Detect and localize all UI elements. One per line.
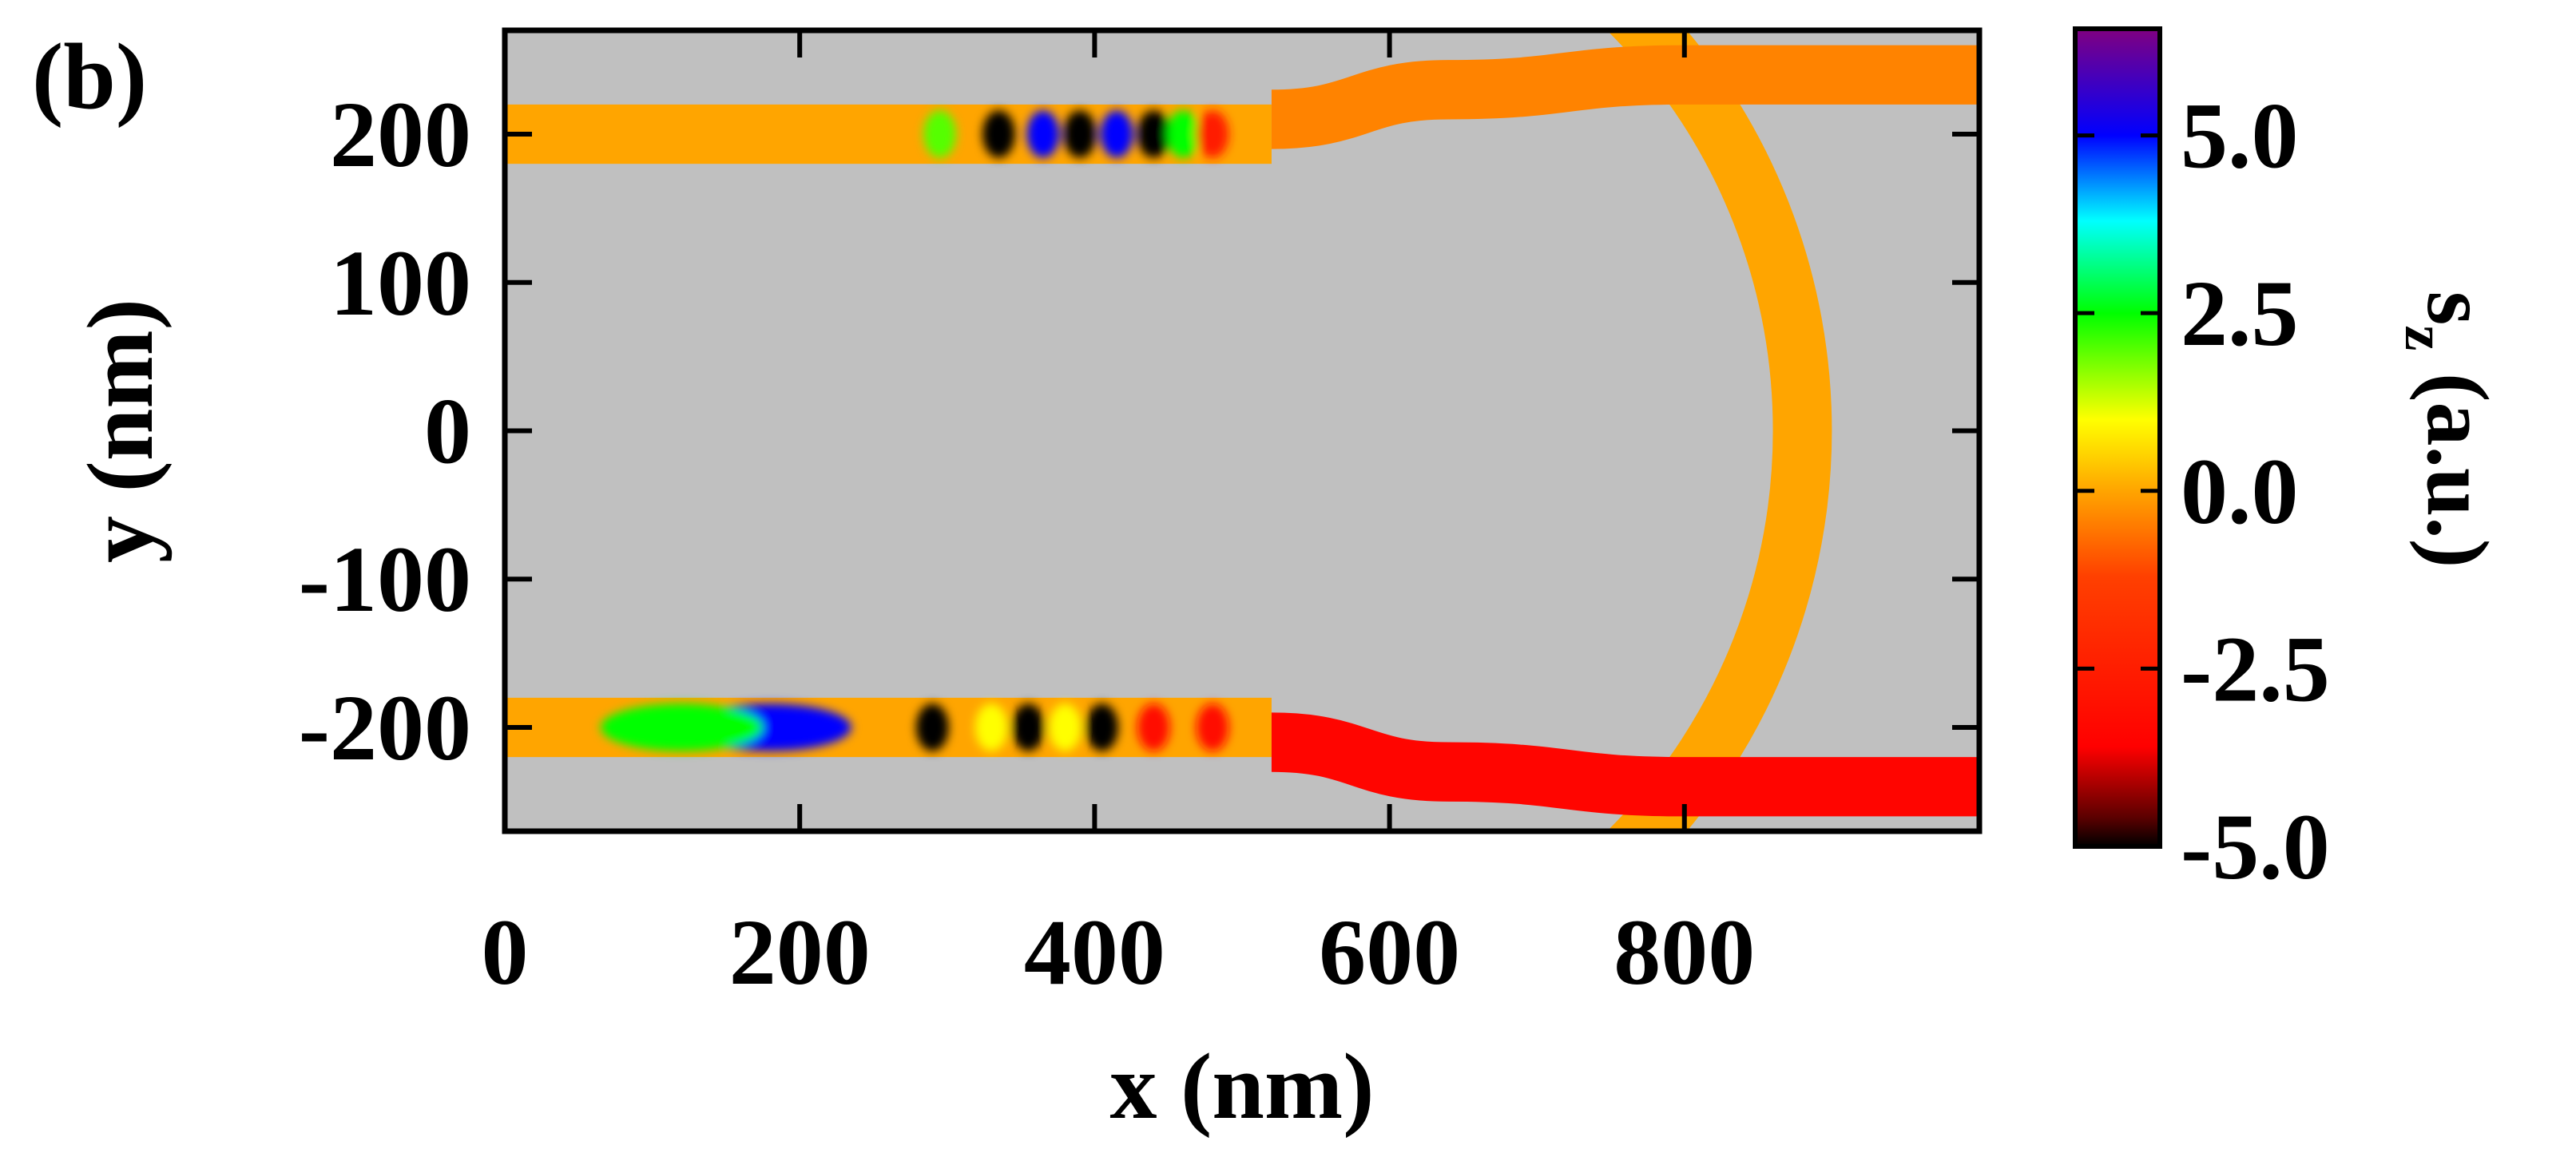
colorbar-tick-label: 5.0 [2181,84,2299,188]
colorbar-label-main: s [2409,291,2507,326]
heatmap-plot [505,30,1979,831]
field-hotspot [1137,703,1170,751]
x-tick-label: 0 [482,900,529,1004]
x-tick-label: 600 [1319,900,1460,1004]
colorbar-label-rest: (a.u.) [2409,351,2507,568]
field-hotspot [974,703,1008,751]
colorbar-label: sz (a.u.) [2393,291,2507,569]
y-axis-label: y (nm) [68,299,173,563]
panel-label: (b) [32,24,147,129]
field-hotspot [1026,110,1060,158]
x-tick-label: 800 [1613,900,1755,1004]
colorbar-gradient [2073,26,2162,849]
field-hotspot [923,110,956,158]
field-hotspot [1049,703,1082,751]
field-hotspot [1137,110,1170,158]
colorbar-tick-label: 2.5 [2181,261,2299,366]
colorbar-label-sub: z [2393,325,2457,351]
field-hotspot [1063,110,1097,158]
field-hotspot [1100,110,1133,158]
y-tick-label: 100 [330,231,471,335]
x-axis: 0 200 400 600 800 [482,30,1755,1004]
colorbar-tick-label: -2.5 [2181,616,2330,721]
field-hotspot [982,110,1015,158]
colorbar: 5.0 2.5 0.0 -2.5 -5.0 sz (a.u.) [2073,26,2507,899]
field-hotspot-layer [600,110,1229,751]
field-hotspot [1086,703,1118,751]
top-output-waveguide [1271,45,1979,149]
colorbar-tick-label: -5.0 [2181,794,2330,899]
x-tick-label: 400 [1024,900,1165,1004]
y-tick-label: -200 [299,676,471,780]
field-hotspot [916,703,949,751]
y-tick-label: 0 [424,379,471,484]
colorbar-tick-label: 0.0 [2181,439,2299,544]
field-hotspot [1012,703,1045,751]
colorbar-ticks: 5.0 2.5 0.0 -2.5 -5.0 [2075,84,2330,899]
field-hotspot [1196,110,1229,158]
y-tick-label: 200 [330,82,471,187]
field-hotspot [1166,110,1200,158]
x-axis-label: x (nm) [1109,1034,1374,1139]
bottom-output-waveguide [1271,712,1979,817]
x-tick-label: 200 [729,900,871,1004]
field-hotspot [600,703,764,751]
y-axis: 200 100 0 -100 -200 [299,82,1979,780]
field-hotspot [1196,703,1229,751]
y-tick-label: -100 [299,527,471,632]
